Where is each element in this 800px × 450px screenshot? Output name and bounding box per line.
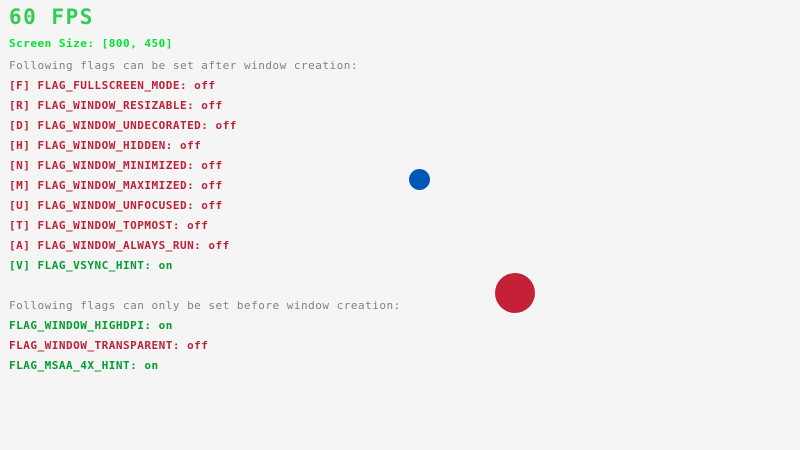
flag-row-flag-window-topmost[interactable]: [T] FLAG_WINDOW_TOPMOST: off bbox=[9, 219, 209, 232]
fps-counter: 60 FPS bbox=[9, 5, 94, 29]
flag-row-flag-window-minimized[interactable]: [N] FLAG_WINDOW_MINIMIZED: off bbox=[9, 159, 223, 172]
flag-row-flag-window-hidden[interactable]: [H] FLAG_WINDOW_HIDDEN: off bbox=[9, 139, 202, 152]
red-ball-icon bbox=[495, 273, 535, 313]
section-header-before-creation: Following flags can only be set before w… bbox=[9, 299, 401, 312]
flag-row-flag-fullscreen-mode[interactable]: [F] FLAG_FULLSCREEN_MODE: off bbox=[9, 79, 216, 92]
flag-row-flag-window-undecorated[interactable]: [D] FLAG_WINDOW_UNDECORATED: off bbox=[9, 119, 237, 132]
flag-row-flag-window-unfocused[interactable]: [U] FLAG_WINDOW_UNFOCUSED: off bbox=[9, 199, 223, 212]
screen-size-label: Screen Size: [800, 450] bbox=[9, 37, 173, 50]
flag-row-flag-vsync-hint[interactable]: [V] FLAG_VSYNC_HINT: on bbox=[9, 259, 173, 272]
flag-row-flag-window-highdpi[interactable]: FLAG_WINDOW_HIGHDPI: on bbox=[9, 319, 173, 332]
flag-row-flag-window-transparent[interactable]: FLAG_WINDOW_TRANSPARENT: off bbox=[9, 339, 209, 352]
flag-row-flag-msaa-4x-hint[interactable]: FLAG_MSAA_4X_HINT: on bbox=[9, 359, 159, 372]
flag-row-flag-window-maximized[interactable]: [M] FLAG_WINDOW_MAXIMIZED: off bbox=[9, 179, 223, 192]
section-header-after-creation: Following flags can be set after window … bbox=[9, 59, 359, 72]
flag-row-flag-window-resizable[interactable]: [R] FLAG_WINDOW_RESIZABLE: off bbox=[9, 99, 223, 112]
blue-ball-icon bbox=[409, 169, 430, 190]
flag-row-flag-window-always-run[interactable]: [A] FLAG_WINDOW_ALWAYS_RUN: off bbox=[9, 239, 230, 252]
